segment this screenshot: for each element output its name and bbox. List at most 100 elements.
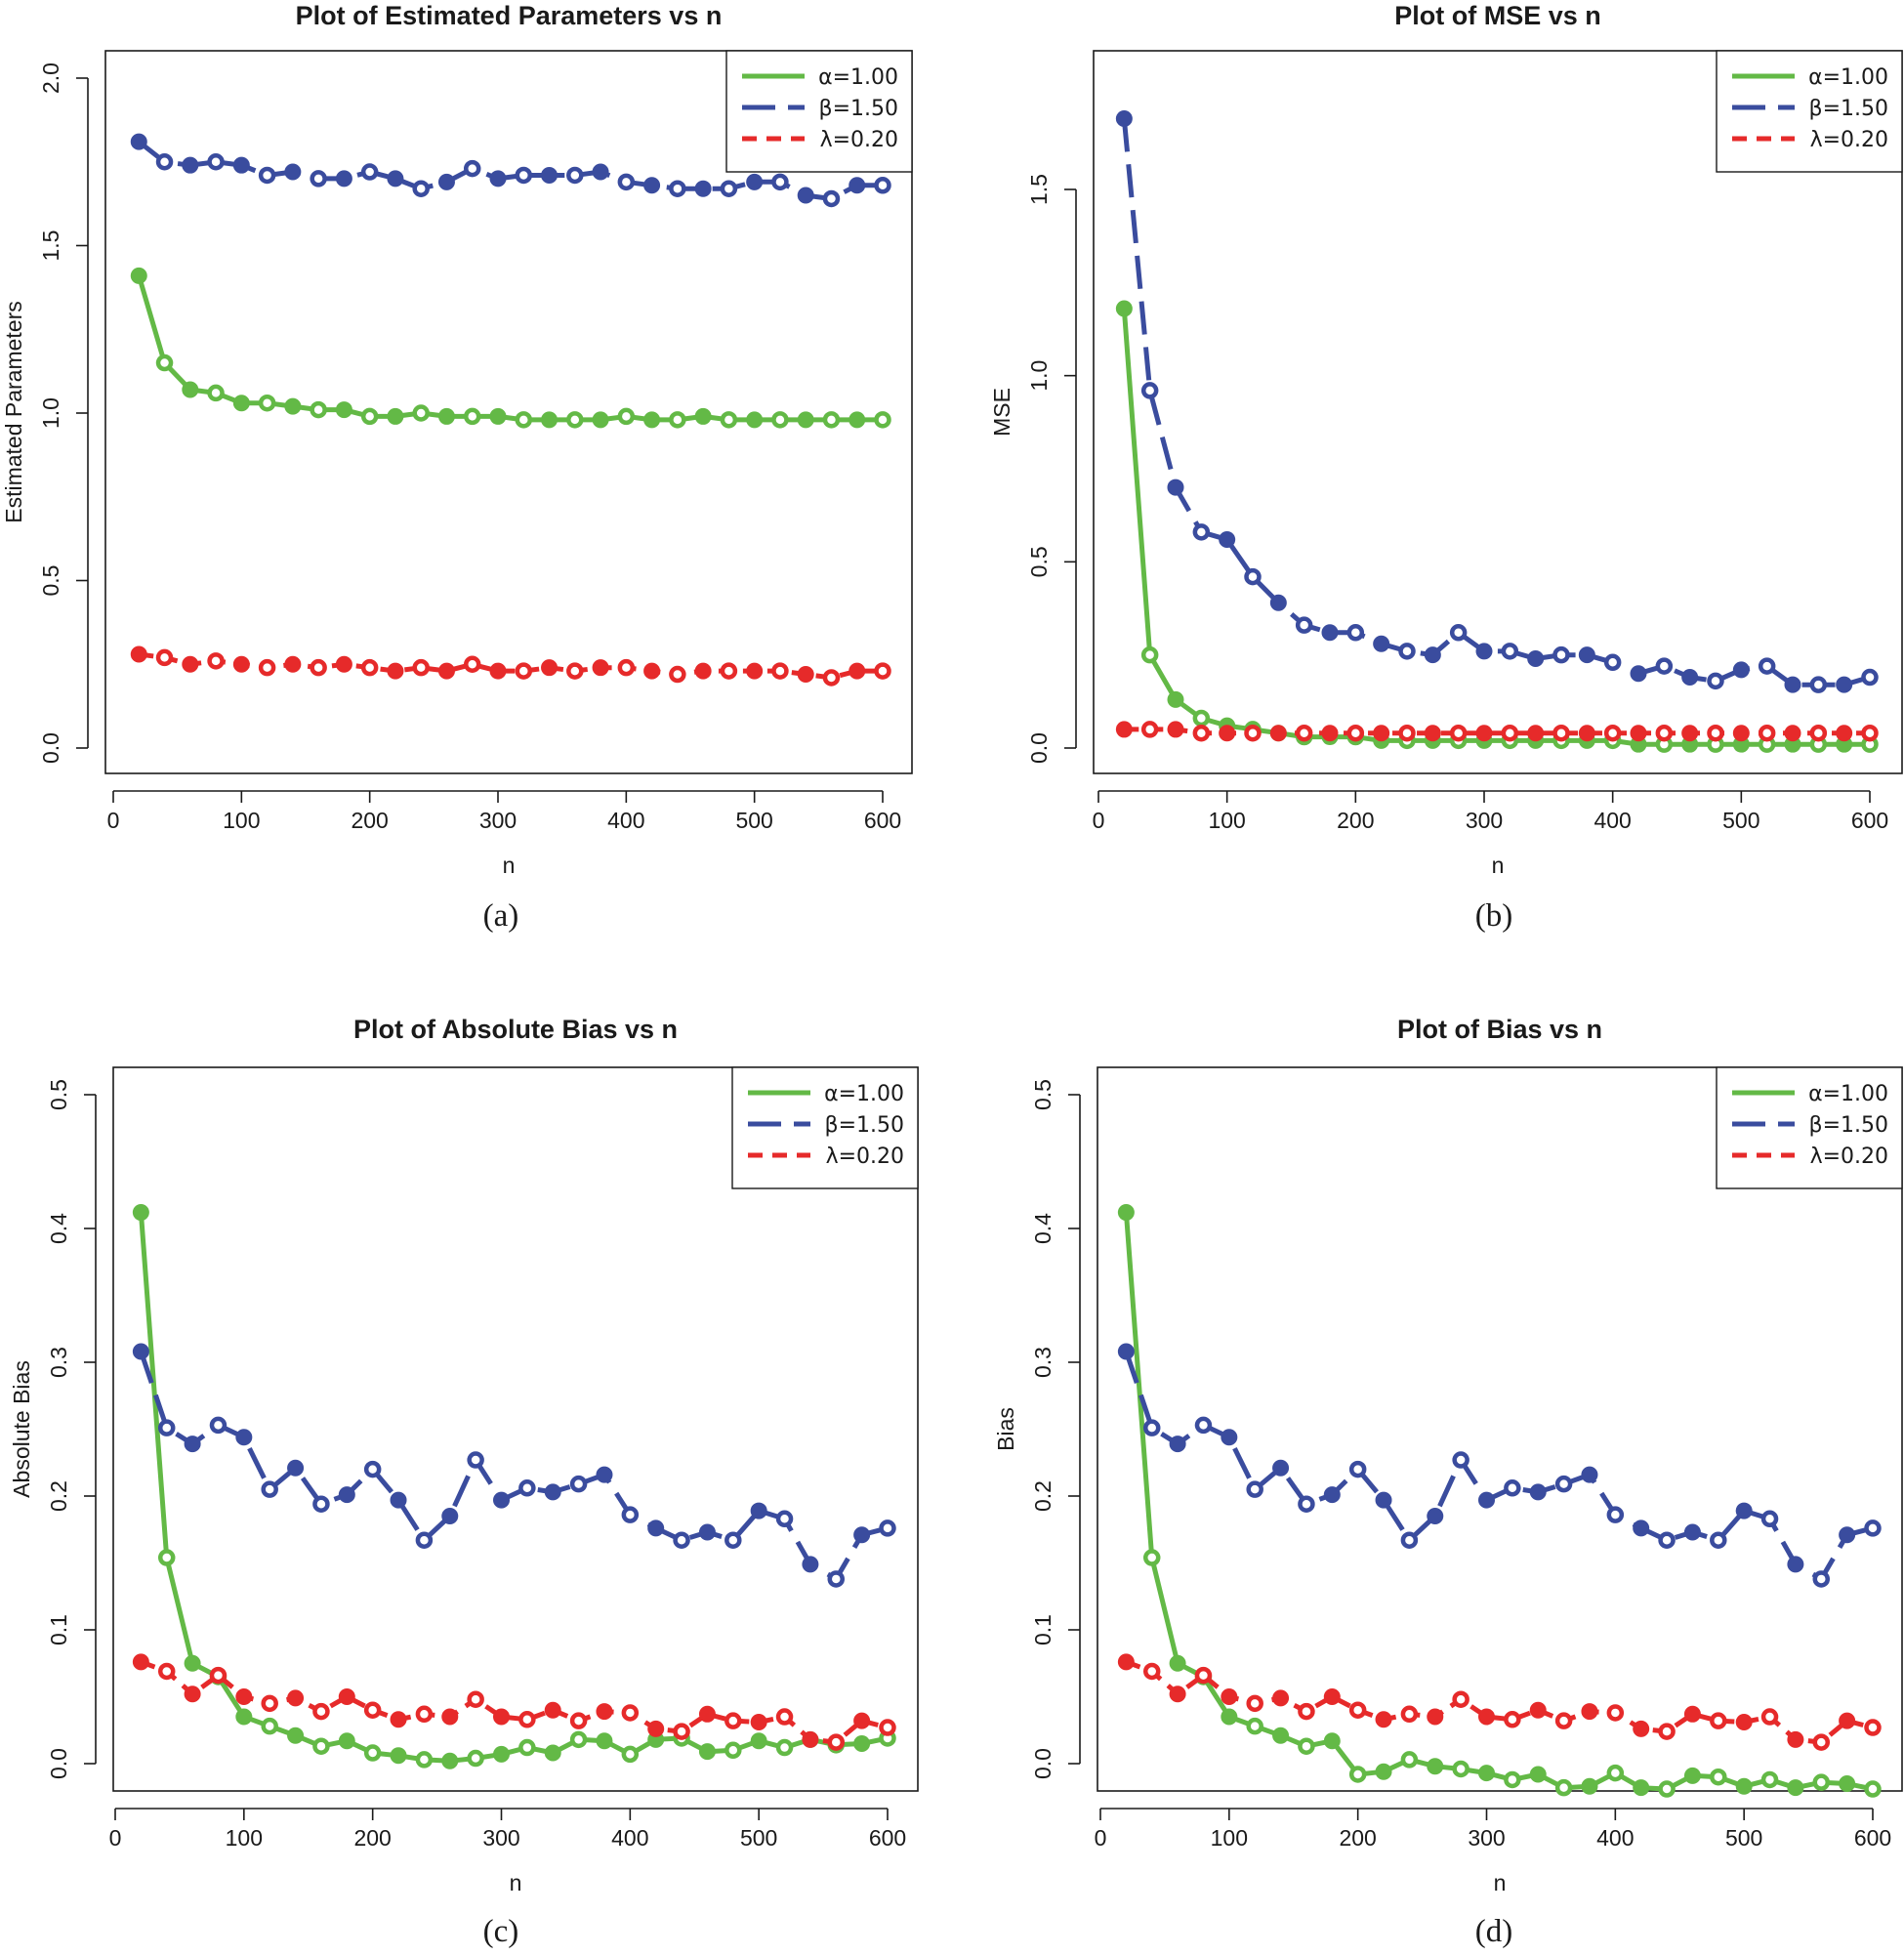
data-point	[775, 1708, 794, 1726]
data-point	[1554, 1778, 1573, 1797]
data-point	[720, 411, 738, 429]
data-point	[493, 1491, 510, 1509]
series-line-beta	[139, 1351, 889, 1582]
data-point	[261, 1694, 278, 1713]
panel-caption: (b)	[1475, 898, 1512, 934]
data-point	[1554, 1475, 1573, 1493]
x-tick-label: 600	[1851, 808, 1888, 833]
data-point	[1735, 1777, 1753, 1795]
data-point	[1839, 1526, 1856, 1544]
data-point	[232, 395, 250, 412]
data-point	[822, 411, 841, 429]
data-point	[822, 669, 841, 687]
data-point	[360, 163, 379, 181]
data-point	[157, 1419, 176, 1436]
data-point	[1449, 624, 1468, 642]
legend-box	[731, 1066, 919, 1189]
data-point	[335, 401, 352, 419]
data-point	[1633, 1519, 1650, 1537]
series-line-lambda	[1125, 1659, 1874, 1745]
data-point	[720, 180, 738, 197]
chart-panel-4: Plot of Bias vs n 0 100 200 300 400 500 600 n 0.0…	[993, 1015, 1903, 1949]
data-point	[1192, 523, 1211, 541]
data-point	[541, 411, 559, 429]
series-line-alpha	[138, 1212, 889, 1764]
x-tick-label: 500	[1722, 808, 1759, 833]
data-point	[592, 411, 609, 429]
data-point	[1427, 1758, 1444, 1775]
data-point	[853, 1734, 871, 1752]
y-tick-label: 2.0	[38, 62, 63, 94]
data-point	[412, 404, 430, 422]
chart-title: Plot of Absolute Bias vs n	[353, 1015, 678, 1044]
data-point	[694, 662, 712, 680]
data-point	[849, 662, 866, 680]
y-tick-label: 0.4	[46, 1213, 71, 1244]
series-lambda	[130, 645, 891, 687]
data-point	[1219, 725, 1236, 742]
data-point	[518, 1479, 536, 1497]
data-point	[596, 1703, 613, 1721]
data-point	[130, 133, 147, 150]
data-point	[647, 1720, 665, 1737]
data-point	[592, 659, 609, 677]
data-point	[335, 655, 352, 673]
data-point	[853, 1526, 871, 1544]
x-tick-label: 300	[482, 1825, 519, 1851]
legend-label-beta: β=1.50	[1809, 1113, 1888, 1138]
data-point	[489, 407, 507, 425]
series-lambda	[1117, 1653, 1882, 1751]
chart-panel-3: Plot of Absolute Bias vs n 0 100 200 300 400 5…	[9, 1015, 919, 1949]
data-point	[1812, 1570, 1831, 1588]
data-point	[1321, 624, 1339, 642]
x-axis: 0 100 200 300 400 500 600	[109, 1808, 906, 1851]
data-point	[312, 1737, 330, 1755]
data-point	[617, 407, 636, 426]
data-point	[1194, 1666, 1213, 1685]
legend-label-lambda: λ=0.20	[826, 1144, 904, 1169]
data-point	[1554, 1712, 1573, 1729]
x-tick-label: 500	[740, 1825, 777, 1851]
chart-title: Plot of Estimated Parameters vs n	[296, 1, 723, 30]
data-point	[1552, 724, 1570, 742]
data-point	[1839, 1775, 1856, 1793]
data-point	[182, 156, 199, 174]
data-point	[566, 166, 584, 185]
x-tick-label: 0	[109, 1825, 122, 1851]
data-point	[849, 411, 866, 429]
series-line-lambda	[1124, 727, 1870, 736]
data-point	[1681, 669, 1699, 687]
data-point	[724, 1712, 742, 1729]
y-axis: 0.0 0.1 0.2 0.3 0.4 0.5	[46, 1079, 97, 1779]
data-point	[489, 662, 507, 680]
data-point	[1117, 1343, 1135, 1360]
data-point	[1787, 1556, 1804, 1573]
series-line-lambda	[140, 1659, 889, 1745]
data-point	[669, 411, 686, 429]
data-point	[746, 411, 764, 429]
y-tick-label: 0.0	[1026, 732, 1052, 764]
data-point	[1760, 1708, 1779, 1726]
data-point	[1475, 725, 1493, 742]
series-lambda	[1115, 721, 1879, 742]
data-point	[363, 1701, 382, 1719]
data-point	[621, 1704, 640, 1722]
legend-label-alpha: α=1.00	[818, 65, 898, 90]
data-point	[724, 1531, 742, 1549]
data-point	[544, 1483, 561, 1501]
data-point	[1504, 1479, 1521, 1497]
data-point	[802, 1556, 819, 1573]
data-point	[1221, 1688, 1238, 1705]
data-point	[261, 1480, 278, 1498]
x-tick-label: 0	[1093, 808, 1105, 833]
data-point	[515, 166, 533, 185]
data-point	[1527, 725, 1545, 742]
data-point	[673, 1531, 690, 1549]
data-point	[310, 658, 327, 677]
y-tick-label: 0.2	[1030, 1480, 1055, 1512]
x-tick-label: 200	[1339, 1825, 1376, 1851]
y-tick-label: 1.5	[1026, 174, 1052, 205]
data-point	[1169, 1436, 1186, 1453]
data-point	[387, 407, 404, 425]
data-point	[569, 1730, 588, 1749]
